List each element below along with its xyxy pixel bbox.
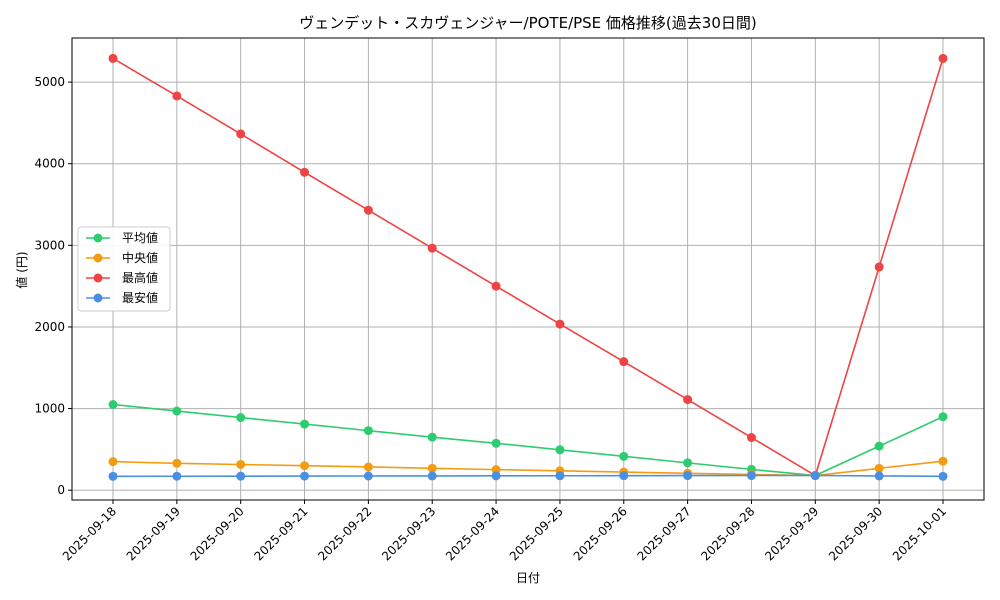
data-point [491,465,501,475]
data-point [874,463,884,473]
x-tick-label: 2025-09-29 [762,504,821,563]
y-tick-label: 5000 [34,75,65,89]
series-4 [108,471,948,481]
legend-entry: 平均値 [122,230,158,245]
data-point [491,438,501,448]
series-group [108,53,948,481]
data-point [619,471,629,481]
y-tick-label: 2000 [34,320,65,334]
x-tick-label: 2025-09-22 [315,504,374,563]
data-point [938,471,948,481]
x-tick-label: 2025-09-27 [635,504,694,563]
data-point [363,462,373,472]
legend-box [77,226,171,312]
data-point [108,399,118,409]
data-point [746,471,756,481]
plot-area [71,37,985,501]
grid [72,38,984,500]
x-tick-label: 2025-09-24 [443,504,502,563]
data-point [491,471,501,481]
data-point [746,433,756,443]
legend-swatch-marker [93,293,103,303]
data-point [236,471,246,481]
data-point [491,281,501,291]
data-point [363,471,373,481]
x-tick-label: 2025-09-26 [571,504,630,563]
legend-entry: 最安値 [122,290,158,305]
data-point [683,395,693,405]
data-point [810,471,820,481]
data-point [108,53,118,63]
data-point [172,91,182,101]
data-point [874,441,884,451]
data-point [172,406,182,416]
data-point [108,457,118,467]
x-axis-label: 日付 [516,571,540,585]
series-line [112,474,944,478]
data-point [938,456,948,466]
y-tick-label: 3000 [34,238,65,252]
legend-entry: 最高値 [122,270,158,285]
x-tick-label: 2025-09-21 [251,504,310,563]
x-tick-label: 2025-09-18 [60,504,119,563]
y-axis-ticks: 0 1000 2000 3000 4000 5000 [34,75,72,497]
data-point [427,471,437,481]
data-point [938,412,948,422]
x-tick-label: 2025-09-25 [507,504,566,563]
data-point [938,53,948,63]
data-point [683,471,693,481]
data-point [236,413,246,423]
data-point [555,319,565,329]
legend-swatch-marker [93,233,103,243]
data-point [874,471,884,481]
x-tick-label: 2025-09-23 [379,504,438,563]
legend-entry: 中央値 [122,250,158,265]
series-1 [108,399,948,481]
data-point [172,458,182,468]
data-point [427,463,437,473]
data-point [236,459,246,469]
y-tick-label: 4000 [34,157,65,171]
data-point [300,461,310,471]
data-point [555,471,565,481]
data-point [555,445,565,455]
legend-swatch-marker [93,253,103,263]
y-tick-label: 0 [57,483,65,497]
data-point [300,471,310,481]
x-tick-label: 2025-10-01 [890,504,949,563]
data-point [363,426,373,436]
data-point [108,471,118,481]
series-line [112,403,944,477]
x-tick-label: 2025-09-28 [698,504,757,563]
y-axis-label: 値 (円) [14,251,29,288]
data-point [619,357,629,367]
data-point [236,129,246,139]
data-point [683,458,693,468]
data-point [172,471,182,481]
x-axis-ticks: 2025-09-18 2025-09-19 2025-09-20 2025-09-21… [60,500,949,563]
data-point [300,419,310,429]
data-point [427,432,437,442]
x-tick-label: 2025-09-30 [826,504,885,563]
data-point [874,262,884,272]
x-tick-label: 2025-09-19 [124,504,183,563]
x-tick-label: 2025-09-20 [188,504,247,563]
series-line [112,57,944,477]
data-point [427,243,437,253]
series-3 [108,53,948,481]
chart-title: ヴェンデット・スカヴェンジャー/POTE/PSE 価格推移(過去30日間) [299,14,756,32]
data-point [300,167,310,177]
y-tick-label: 1000 [34,402,65,416]
data-point [363,205,373,215]
legend-swatch-marker [93,273,103,283]
data-point [619,451,629,461]
